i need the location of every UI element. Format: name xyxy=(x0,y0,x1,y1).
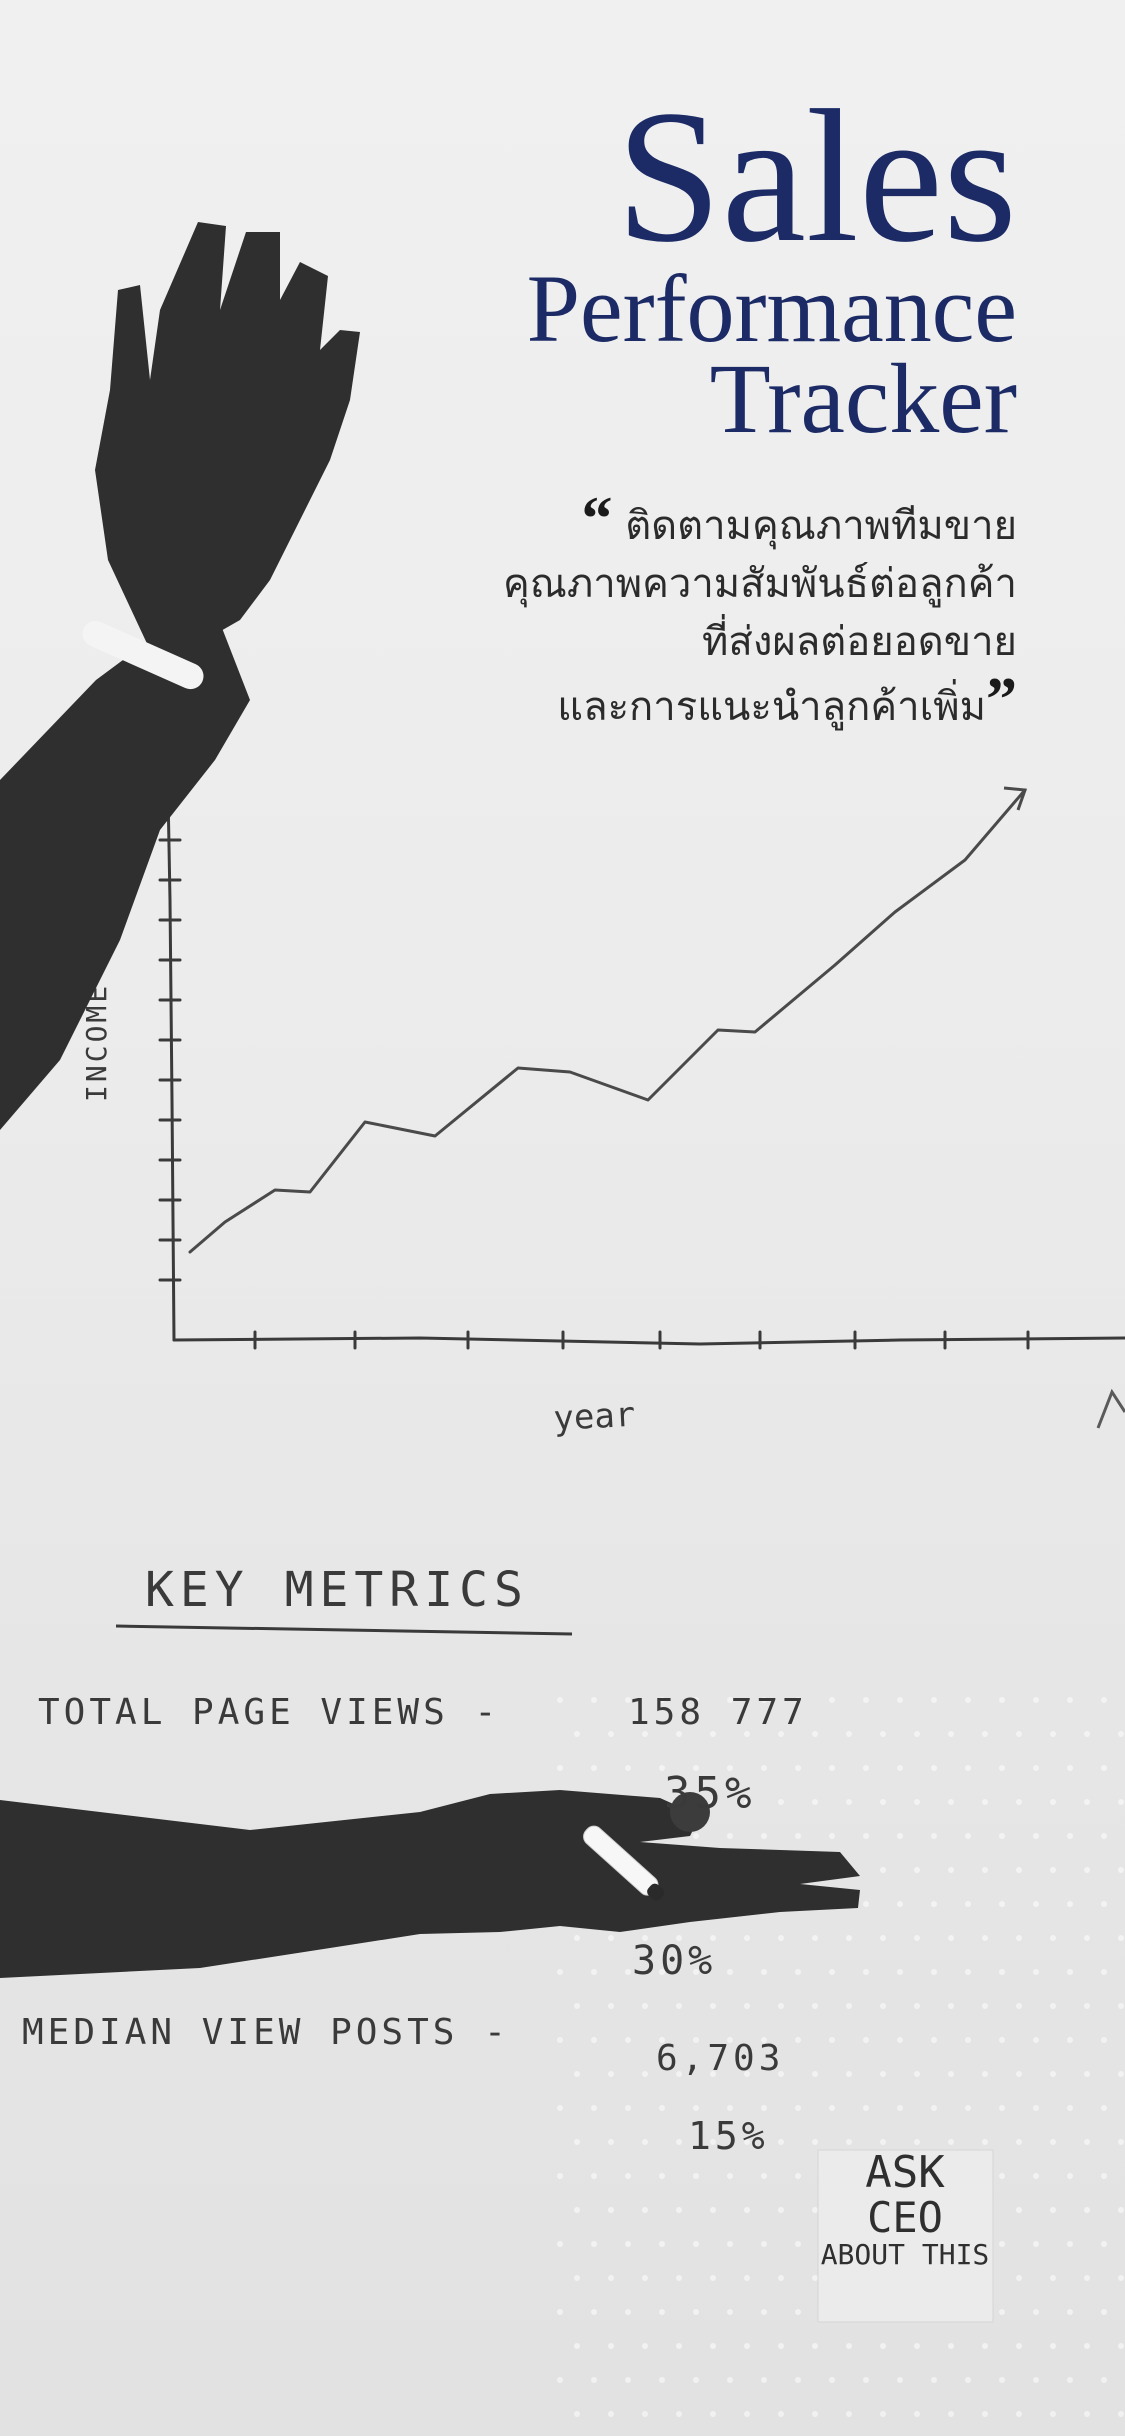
chart-y-axis xyxy=(166,790,176,1342)
chart-xlabel: year xyxy=(552,1395,636,1439)
sticky-note-line1: ASK xyxy=(865,2147,945,2198)
chart-x-axis xyxy=(172,1336,1125,1346)
quote-line-4-text: และการแนะนำลูกค้าเพิ่ม xyxy=(557,684,986,730)
raised-palm xyxy=(95,222,360,650)
metric-percent-2: 30% xyxy=(632,1938,717,1984)
quote-line-1-text: ติดตามคุณภาพทีมขาย xyxy=(625,503,1017,549)
metrics-heading: KEY METRICS xyxy=(145,1562,529,1618)
title-line-performance: Performance xyxy=(526,254,1017,362)
chart-arrowhead xyxy=(1003,786,1028,811)
thumb-knuckle xyxy=(670,1792,710,1832)
metric-row2-value: 6,703 xyxy=(656,2038,785,2079)
quote-line-3: ที่ส่งผลต่อยอดขาย xyxy=(702,619,1017,665)
sticky-note-line2: CEO xyxy=(867,2193,943,2243)
quote-line-1: “ ติดตามคุณภาพทีมขาย xyxy=(257,488,1017,555)
metric-percent-1: 35% xyxy=(664,1768,756,1819)
metric-row1-label: TOTAL PAGE VIEWS - xyxy=(38,1692,501,1733)
wristwatch-strap xyxy=(82,620,204,690)
metric-row1-value: 158 777 xyxy=(628,1692,808,1733)
chart-income-line xyxy=(188,788,1027,1254)
pointing-arm xyxy=(0,1790,860,1978)
quote-block: “ ติดตามคุณภาพทีมขาย คุณภาพความสัมพันธ์ต… xyxy=(257,488,1017,736)
quote-open-mark: “ xyxy=(581,485,613,553)
marker-pen xyxy=(583,1825,665,1901)
title-line-tracker: Tracker xyxy=(709,343,1017,455)
quote-line-4: และการแนะนำลูกค้าเพิ่ม” xyxy=(257,669,1017,736)
title-block: Sales Performance Tracker xyxy=(526,72,1017,455)
title-line-sales: Sales xyxy=(615,72,1017,282)
chart-x-ticks xyxy=(253,1330,1030,1350)
sticky-note: ASK CEO ABOUT THIS xyxy=(820,2147,990,2272)
sticky-note-line3: ABOUT THIS xyxy=(820,2238,990,2272)
raised-arm xyxy=(0,222,360,1130)
quote-close-mark: ” xyxy=(986,666,1017,734)
metric-row2-label: MEDIAN VIEW POSTS - xyxy=(22,2012,510,2053)
second-chart-arrow-partial xyxy=(1096,1388,1125,1429)
sticky-note-paper xyxy=(817,2149,994,2323)
quote-line-2: คุณภาพความสัมพันธ์ต่อลูกค้า xyxy=(503,561,1017,607)
chart-y-ticks xyxy=(158,838,182,1282)
metric-percent-3: 15% xyxy=(688,2114,769,2158)
chart-axes xyxy=(158,790,1125,1350)
metrics-heading-underline xyxy=(115,1624,573,1636)
